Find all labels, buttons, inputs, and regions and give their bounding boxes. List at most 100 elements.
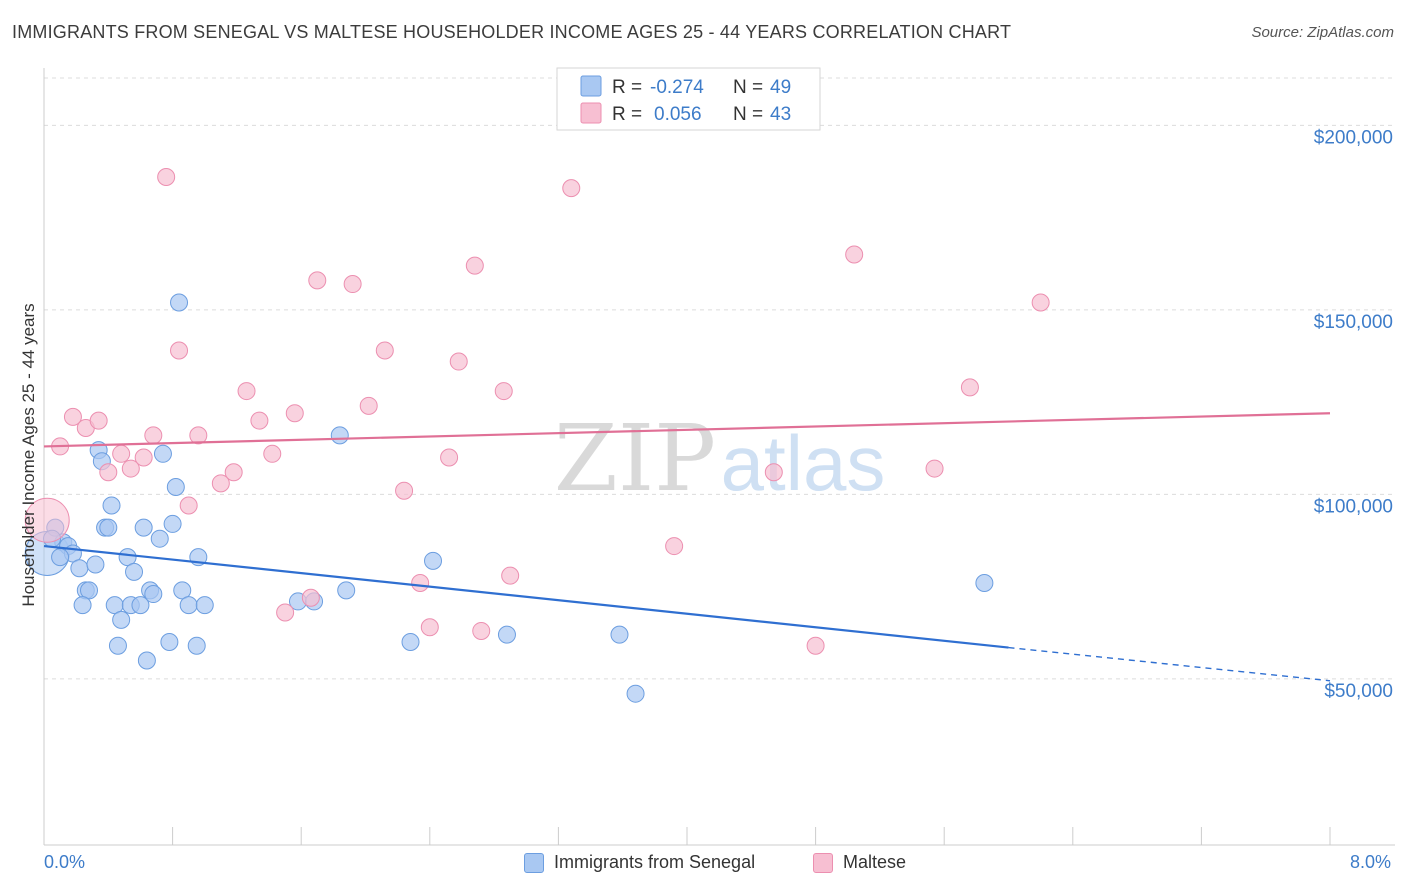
point-maltese bbox=[343, 275, 362, 294]
point-maltese bbox=[395, 481, 414, 500]
point-maltese bbox=[276, 603, 295, 622]
source-label: Source: ZipAtlas.com bbox=[1251, 24, 1394, 41]
watermark-atlas: atlas bbox=[721, 419, 886, 507]
point-maltese bbox=[960, 378, 979, 397]
point-maltese bbox=[806, 636, 825, 655]
point-senegal bbox=[975, 573, 994, 592]
point-maltese bbox=[121, 459, 140, 478]
point-maltese bbox=[925, 459, 944, 478]
point-senegal bbox=[73, 596, 92, 615]
point-maltese bbox=[189, 426, 208, 445]
legend-swatch-senegal bbox=[524, 852, 544, 873]
point-senegal bbox=[153, 444, 172, 463]
point-senegal bbox=[163, 514, 182, 533]
point-senegal bbox=[187, 636, 206, 655]
point-senegal bbox=[108, 636, 127, 655]
bottom-legend: Immigrants from Senegal Maltese bbox=[0, 850, 1406, 878]
point-senegal bbox=[144, 585, 163, 604]
y-tick-labels: $50,000 $100,000 $150,000 $200,000 bbox=[1314, 127, 1393, 702]
point-maltese bbox=[465, 256, 484, 275]
point-maltese bbox=[211, 474, 230, 493]
legend-item-maltese[interactable]: Maltese bbox=[813, 852, 906, 873]
point-maltese bbox=[99, 463, 118, 482]
point-maltese bbox=[301, 588, 320, 607]
point-maltese bbox=[237, 382, 256, 401]
point-maltese bbox=[63, 407, 82, 426]
trend-layer bbox=[43, 412, 1331, 682]
grid-layer bbox=[44, 77, 1395, 680]
point-senegal bbox=[134, 518, 153, 537]
point-senegal bbox=[86, 555, 105, 574]
legend-label-senegal: Immigrants from Senegal bbox=[554, 852, 756, 872]
point-maltese bbox=[375, 341, 394, 360]
point-senegal bbox=[70, 559, 89, 578]
point-senegal bbox=[170, 293, 189, 312]
point-senegal bbox=[150, 529, 169, 548]
stats-legend-swatch-blue bbox=[580, 75, 602, 97]
point-maltese bbox=[845, 245, 864, 264]
legend-label-maltese: Maltese bbox=[843, 852, 907, 872]
point-maltese bbox=[764, 463, 783, 482]
point-maltese bbox=[134, 448, 153, 467]
point-maltese bbox=[89, 411, 108, 430]
stats-n-value-1: 49 bbox=[770, 77, 791, 98]
point-maltese bbox=[179, 496, 198, 515]
point-senegal bbox=[337, 581, 356, 600]
point-maltese bbox=[112, 444, 131, 463]
stats-n-value-2: 43 bbox=[770, 104, 791, 125]
point-maltese bbox=[440, 448, 459, 467]
chart-title: IMMIGRANTS FROM SENEGAL VS MALTESE HOUSE… bbox=[12, 22, 1012, 42]
axes-layer bbox=[43, 68, 1395, 846]
trendline-maltese bbox=[43, 412, 1331, 448]
stats-legend-swatch-pink bbox=[580, 102, 602, 124]
y-tick-label: $150,000 bbox=[1314, 312, 1393, 333]
point-senegal bbox=[166, 478, 185, 497]
y-tick-label: $50,000 bbox=[1324, 681, 1393, 702]
stats-n-label-1: N = bbox=[733, 77, 763, 98]
x-axis-min-label: 0.0% bbox=[44, 852, 86, 872]
point-maltese bbox=[494, 382, 513, 401]
point-senegal bbox=[137, 651, 156, 670]
point-maltese bbox=[170, 341, 189, 360]
stats-n-label-2: N = bbox=[733, 104, 763, 125]
series-maltese bbox=[24, 168, 1050, 655]
point-maltese bbox=[472, 621, 491, 640]
stats-r-value-2: 0.056 bbox=[654, 104, 702, 125]
point-maltese bbox=[250, 411, 269, 430]
legend-swatch-maltese bbox=[813, 852, 833, 873]
point-maltese bbox=[1031, 293, 1050, 312]
x-axis-max-label: 8.0% bbox=[1350, 852, 1392, 872]
point-maltese bbox=[157, 168, 176, 187]
trendline-extension-senegal bbox=[1008, 646, 1331, 682]
y-axis-label: Householder Income Ages 25 - 44 years bbox=[19, 303, 38, 606]
point-senegal bbox=[195, 596, 214, 615]
trendline-senegal bbox=[43, 544, 1009, 649]
point-maltese bbox=[144, 426, 163, 445]
point-maltese bbox=[420, 618, 439, 637]
point-senegal bbox=[131, 596, 150, 615]
point-maltese bbox=[562, 179, 581, 198]
point-maltese bbox=[359, 396, 378, 415]
series-layer bbox=[24, 168, 1050, 703]
point-maltese bbox=[308, 271, 327, 290]
stats-r-value-1: -0.274 bbox=[650, 77, 704, 98]
watermark: ZIP atlas bbox=[554, 405, 885, 512]
point-senegal bbox=[424, 551, 443, 570]
point-senegal bbox=[330, 426, 349, 445]
point-senegal bbox=[51, 548, 70, 567]
point-senegal bbox=[99, 518, 118, 537]
point-maltese bbox=[24, 497, 70, 543]
y-tick-label: $200,000 bbox=[1314, 127, 1393, 148]
stats-legend: R = -0.274 N = 49 R = 0.056 N = 43 bbox=[556, 67, 821, 131]
point-maltese bbox=[224, 463, 243, 482]
point-maltese bbox=[285, 404, 304, 423]
point-maltese bbox=[501, 566, 520, 585]
point-senegal bbox=[160, 633, 179, 652]
point-senegal bbox=[401, 633, 420, 652]
y-tick-label: $100,000 bbox=[1314, 496, 1393, 517]
point-senegal bbox=[125, 562, 144, 581]
legend-item-senegal[interactable]: Immigrants from Senegal bbox=[524, 852, 755, 873]
point-maltese bbox=[665, 537, 684, 556]
point-senegal bbox=[610, 625, 629, 644]
